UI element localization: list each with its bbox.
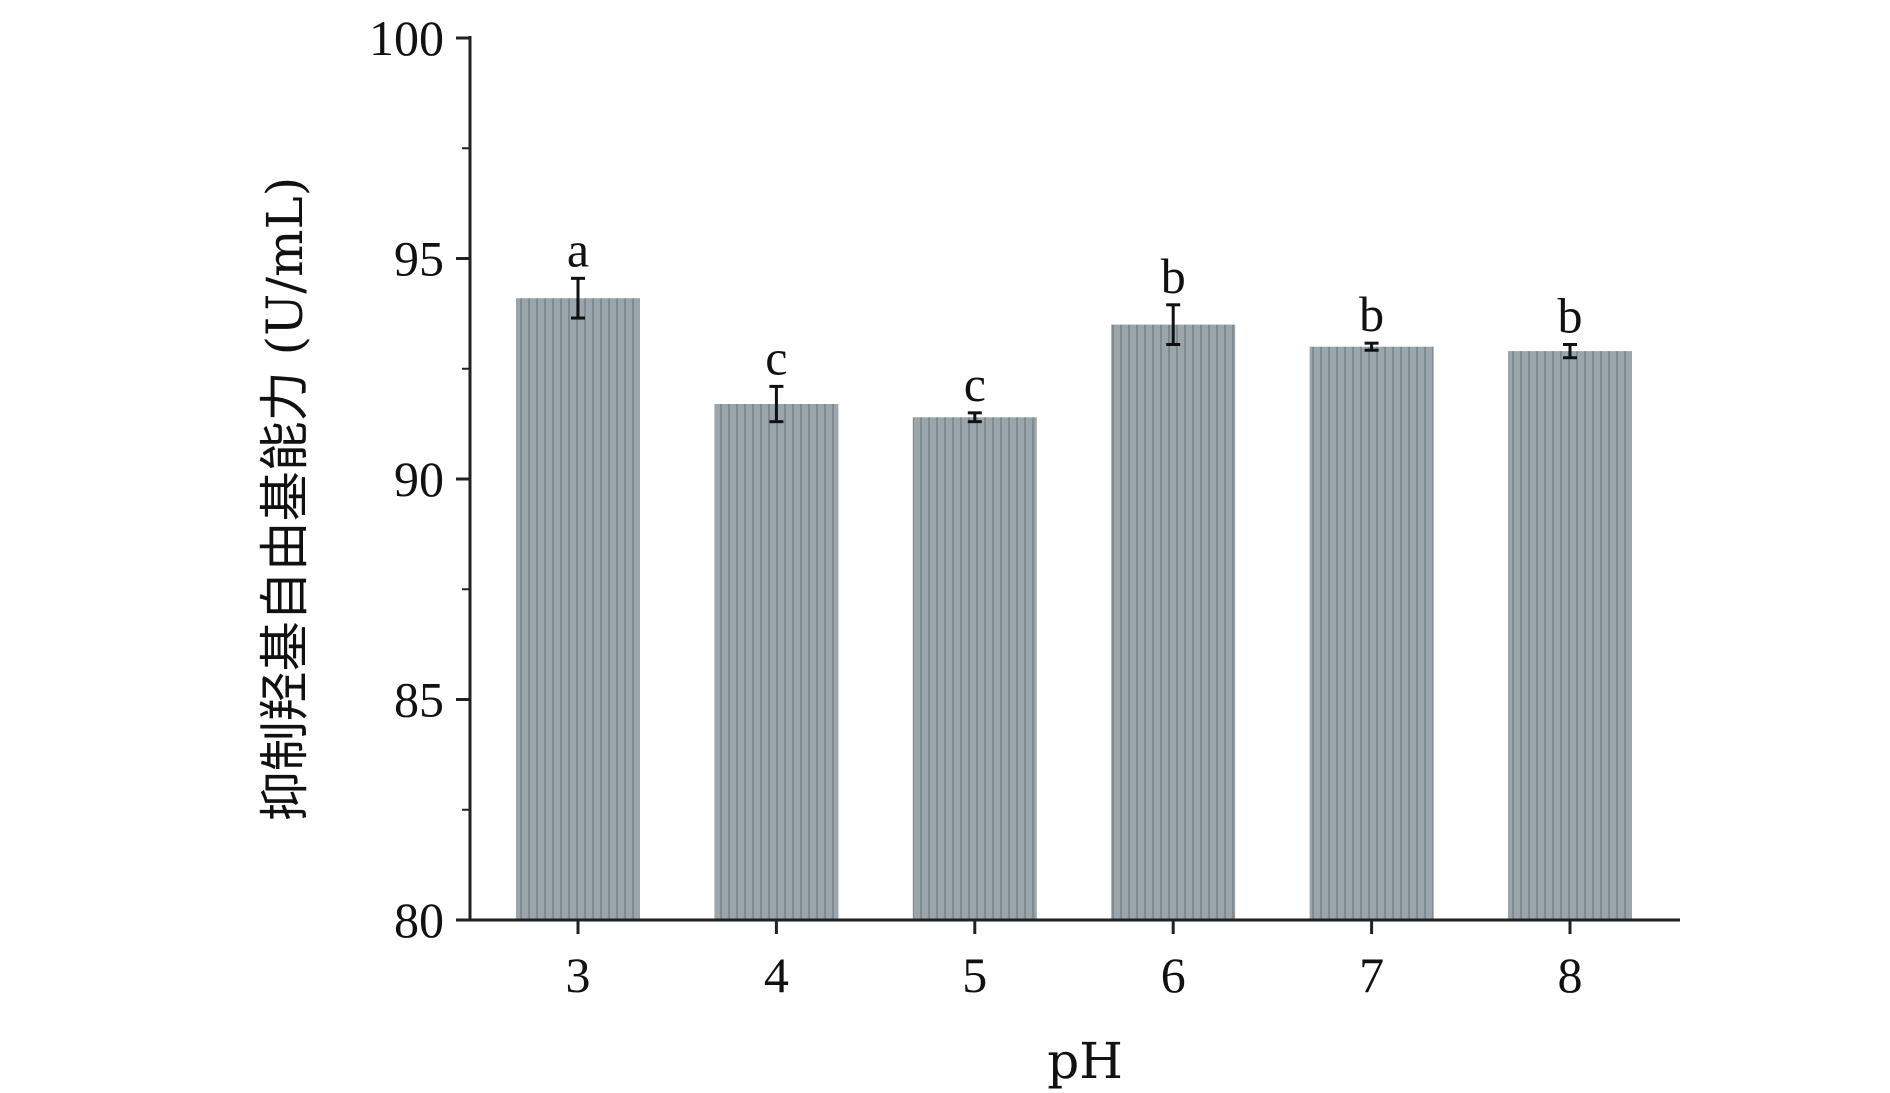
significance-letter-ph-3: a	[567, 221, 589, 277]
y-tick-label: 80	[394, 892, 444, 948]
error-bar-ph-6	[1166, 303, 1181, 346]
bar-ph-5	[912, 417, 1037, 920]
error-bar-ph-7	[1364, 341, 1379, 352]
x-tick-label: 8	[1558, 947, 1583, 1003]
significance-letters: a c c b b b	[567, 221, 1583, 412]
significance-letter-ph-6: b	[1161, 248, 1186, 304]
bar-ph-7	[1309, 346, 1434, 920]
y-tick-label: 95	[394, 231, 444, 287]
significance-letter-ph-4: c	[765, 329, 787, 385]
y-ticks: 80 85 90 95 100	[369, 10, 470, 948]
x-tick-label: 7	[1359, 947, 1384, 1003]
significance-letter-ph-5: c	[964, 356, 986, 412]
bar-ph-4	[714, 404, 839, 920]
axes	[468, 36, 1680, 922]
x-tick-label: 3	[566, 947, 591, 1003]
x-ticks: 3 4 5 6 7 8	[566, 920, 1583, 1003]
significance-letter-ph-7: b	[1359, 286, 1384, 342]
y-axis-title: 抑制羟基自由基能力 (U/mL)	[256, 177, 314, 822]
bar-ph-6	[1111, 324, 1236, 920]
error-bar-ph-4	[769, 384, 784, 424]
bars	[516, 298, 1632, 920]
bar-ph-3	[516, 298, 640, 920]
y-tick-label: 85	[394, 672, 444, 728]
error-bar-ph-5	[967, 411, 982, 424]
error-bars	[571, 276, 1577, 424]
significance-letter-ph-8: b	[1558, 287, 1583, 343]
x-tick-label: 4	[764, 947, 789, 1003]
x-tick-label: 5	[962, 947, 987, 1003]
x-axis-title: pH	[1047, 1032, 1123, 1090]
bar-ph-8	[1508, 351, 1632, 920]
error-bar-ph-3	[571, 276, 585, 320]
x-tick-label: 6	[1161, 947, 1186, 1003]
error-bar-ph-8	[1563, 342, 1577, 360]
y-tick-label: 100	[369, 10, 444, 66]
y-tick-label: 90	[394, 451, 444, 507]
